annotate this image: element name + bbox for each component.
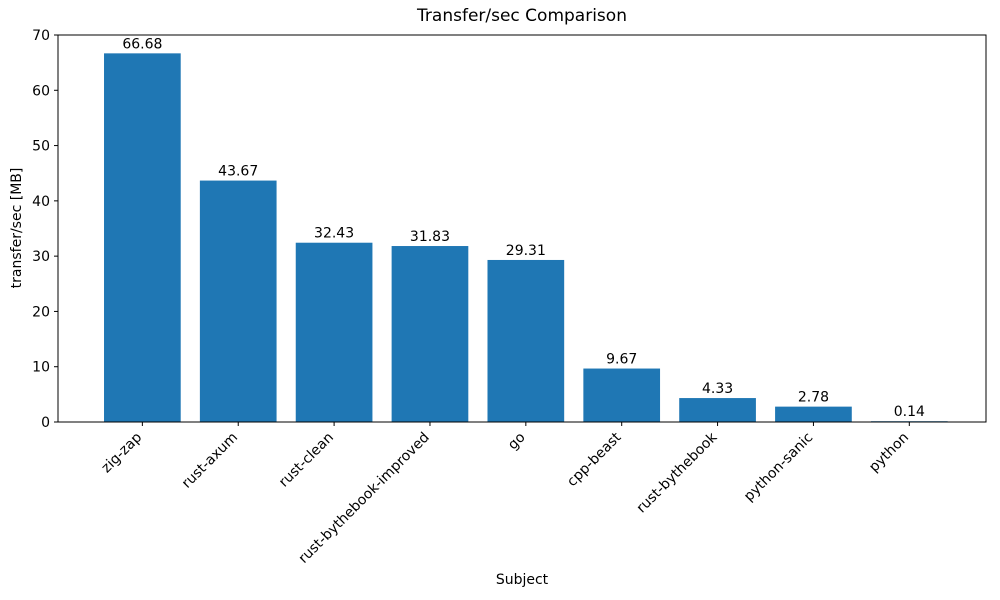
x-tick-label-zig-zap: zig-zap — [99, 429, 146, 476]
bar-rust-clean[interactable] — [295, 242, 373, 422]
x-tick-label-rust-clean: rust-clean — [276, 430, 337, 491]
y-axis-label: transfer/sec [MB] — [9, 168, 25, 289]
y-tick-label: 50 — [32, 139, 50, 155]
x-tick-label-cpp-beast: cpp-beast — [564, 429, 625, 490]
bar-python-sanic[interactable] — [775, 406, 852, 422]
x-tick-label-go: go — [505, 430, 529, 454]
bar-value-label: 32.43 — [314, 226, 354, 242]
x-axis-label: Subject — [496, 572, 549, 588]
y-tick-label: 0 — [41, 415, 50, 431]
bar-value-label: 66.68 — [122, 36, 162, 52]
bar-rust-axum[interactable] — [199, 180, 277, 422]
plot-frame — [57, 34, 987, 423]
x-tick-label-python: python — [866, 430, 912, 476]
y-tick-label: 20 — [32, 304, 50, 320]
bar-value-label: 0.14 — [894, 404, 925, 420]
plot-area: 66.68 43.67 32.43 31.83 29.31 9.67 4.33 2.78 0.1… — [32, 28, 987, 567]
bar-rust-bythebook[interactable] — [679, 398, 756, 422]
bar-value-label: 9.67 — [606, 352, 637, 368]
y-tick-label: 40 — [32, 194, 50, 210]
x-tick-label-rust-bythebook: rust-bythebook — [634, 429, 721, 516]
bar-cpp-beast[interactable] — [583, 368, 661, 422]
y-tick-label: 70 — [32, 28, 50, 44]
bar-value-label: 31.83 — [410, 229, 450, 245]
chart-title: Transfer/sec Comparison — [416, 6, 627, 26]
bar-value-label: 2.78 — [798, 390, 829, 406]
bar-value-label: 4.33 — [702, 381, 733, 397]
x-tick-label-python-sanic: python-sanic — [741, 430, 816, 505]
y-tick-label: 60 — [32, 83, 50, 99]
y-tick-label: 30 — [32, 249, 50, 265]
bar-zig-zap[interactable] — [104, 53, 181, 422]
bar-value-label: 29.31 — [506, 243, 546, 259]
x-tick-label-rust-axum: rust-axum — [179, 430, 241, 492]
y-tick-label: 10 — [32, 360, 50, 376]
bar-value-label: 43.67 — [218, 164, 258, 180]
bar-rust-bythebook-improved[interactable] — [391, 246, 469, 422]
bar-go[interactable] — [487, 259, 565, 422]
